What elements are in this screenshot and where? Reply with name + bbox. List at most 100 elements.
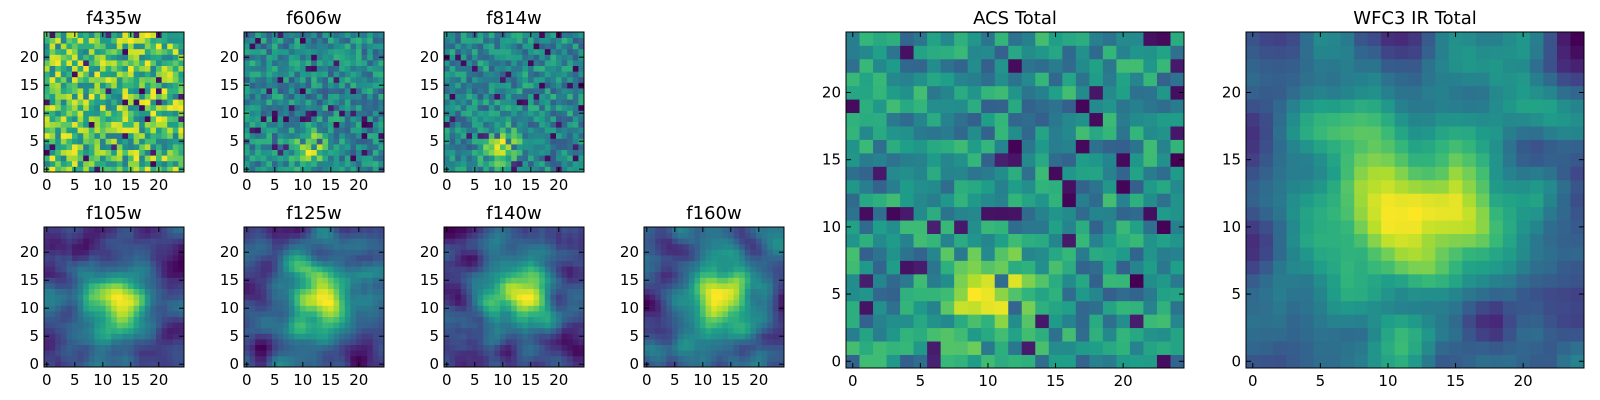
heatmap-cell <box>66 65 73 72</box>
heatmap-cell <box>277 333 284 340</box>
heatmap-cell <box>477 249 484 256</box>
heatmap-cell <box>328 260 334 267</box>
heatmap-cell <box>105 88 112 94</box>
heatmap-cell <box>372 99 379 106</box>
heatmap-cell <box>172 271 179 278</box>
heatmap-cell <box>283 149 290 156</box>
heatmap-cell <box>172 311 179 317</box>
heatmap-cell <box>128 271 134 278</box>
heatmap-cell <box>178 266 185 273</box>
heatmap-cell <box>128 238 134 245</box>
heatmap-cell <box>644 350 650 357</box>
heatmap-cell <box>649 271 656 278</box>
heatmap-cell <box>283 294 290 301</box>
heatmap-cell <box>339 166 346 173</box>
heatmap-cell <box>488 82 495 89</box>
heatmap-cell <box>913 193 928 208</box>
heatmap-cell <box>339 260 346 267</box>
heatmap-cell <box>156 260 162 267</box>
heatmap-cell <box>133 149 140 156</box>
heatmap-cell <box>683 350 690 357</box>
heatmap-cell <box>994 327 1009 342</box>
heatmap-cell <box>683 311 690 317</box>
heatmap-cell <box>255 99 262 106</box>
heatmap-cell <box>761 260 768 267</box>
heatmap-cell <box>1170 314 1185 329</box>
heatmap-cell <box>139 54 146 61</box>
heatmap-cell <box>1075 233 1090 248</box>
heatmap-cell <box>133 88 140 94</box>
heatmap-cell <box>167 249 174 256</box>
heatmap-cell <box>77 149 84 156</box>
heatmap-cell <box>122 305 129 312</box>
y-tick-label: 15 <box>220 271 239 289</box>
heatmap-cell <box>761 255 768 261</box>
heatmap-cell <box>846 327 860 342</box>
heatmap-cell <box>367 243 374 250</box>
heatmap-cell <box>272 71 278 78</box>
heatmap-cell <box>1021 220 1036 234</box>
heatmap-cell <box>466 266 473 273</box>
heatmap-cell <box>133 71 140 78</box>
heatmap-cell <box>511 37 518 44</box>
heatmap-cell <box>672 339 678 345</box>
heatmap-cell <box>728 311 734 317</box>
heatmap-cell <box>122 166 129 173</box>
heatmap-cell <box>150 160 157 167</box>
heatmap-cell <box>567 355 574 362</box>
heatmap-cell <box>556 43 562 50</box>
heatmap-cell <box>716 344 723 351</box>
heatmap-cell <box>260 99 267 106</box>
heatmap-cell <box>688 266 695 273</box>
heatmap-cell <box>55 305 62 312</box>
heatmap-cell <box>72 160 78 167</box>
heatmap-cell <box>372 144 379 150</box>
heatmap-cell <box>311 255 318 261</box>
heatmap-cell <box>244 144 250 150</box>
heatmap-cell <box>83 243 90 250</box>
heatmap-cell <box>733 344 740 351</box>
heatmap-cell <box>133 316 140 323</box>
heatmap-cell <box>967 206 982 221</box>
heatmap-cell <box>316 339 323 345</box>
heatmap-cell <box>886 354 901 369</box>
heatmap-cell <box>83 277 90 284</box>
heatmap-cell <box>578 294 585 301</box>
heatmap-cell <box>316 316 323 323</box>
heatmap-cell <box>283 88 290 94</box>
heatmap-cell <box>350 294 357 301</box>
heatmap-cell <box>567 127 574 134</box>
heatmap-cell <box>567 48 574 55</box>
heatmap-cell <box>316 227 323 233</box>
heatmap-cell <box>455 155 462 162</box>
heatmap-cell <box>716 238 723 245</box>
heatmap-cell <box>500 48 506 55</box>
heatmap-cell <box>294 339 301 345</box>
heatmap-cell <box>778 271 785 278</box>
heatmap-cell <box>655 277 662 284</box>
heatmap-cell <box>77 255 84 261</box>
heatmap-cell <box>466 288 473 295</box>
heatmap-cell <box>116 82 123 89</box>
heatmap-cell <box>266 132 273 139</box>
heatmap-cell <box>544 160 551 167</box>
heatmap-cell <box>66 361 73 368</box>
heatmap-cell <box>300 144 306 150</box>
heatmap-cell <box>567 37 574 44</box>
heatmap-cell <box>167 54 174 61</box>
heatmap-cell <box>378 344 385 351</box>
heatmap-cell <box>572 271 579 278</box>
heatmap-cell <box>55 60 62 66</box>
heatmap-cell <box>494 277 501 284</box>
heatmap-cell <box>300 355 306 362</box>
heatmap-cell <box>244 311 250 317</box>
heatmap-cell <box>886 314 901 329</box>
heatmap-cell <box>367 277 374 284</box>
heatmap-cell <box>100 138 106 145</box>
heatmap-cell <box>128 149 134 156</box>
heatmap-cell <box>705 255 712 261</box>
heatmap-cell <box>167 333 174 340</box>
heatmap-cell <box>367 121 374 128</box>
heatmap-cell <box>372 60 379 66</box>
